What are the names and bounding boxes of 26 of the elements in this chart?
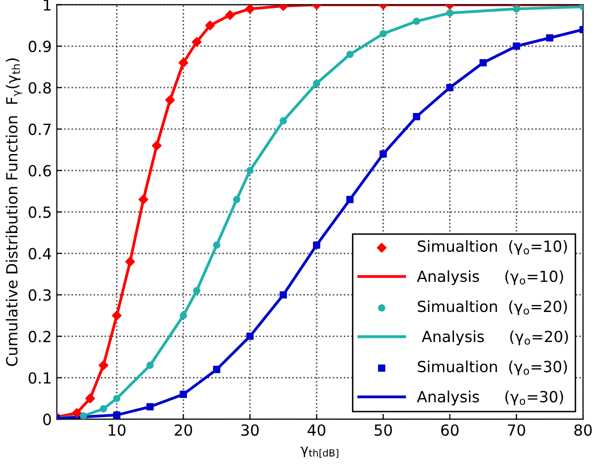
x-tick-label: 80 <box>574 424 592 436</box>
y-tick-label: 0.3 <box>28 289 51 301</box>
y-tick-label: 0.4 <box>28 248 52 260</box>
y-tick-label: 0.7 <box>28 124 51 136</box>
x-tick-label: 70 <box>508 424 526 436</box>
legend-label: Analysis (γ$_{o}$=10) <box>416 270 564 286</box>
x-tick-label: 20 <box>174 424 192 436</box>
y-axis-title: Cumulative Distribution Function F$_{γ}$(γ$_{th}$) <box>6 58 22 366</box>
legend-label: Simualtion (γ$_{o}$=30) <box>418 360 567 376</box>
y-tick-label: 0 <box>43 414 51 426</box>
x-tick-label: 30 <box>241 424 259 436</box>
legend-label: Analysis (γ$_{o}$=20) <box>422 330 568 346</box>
y-tick-label: 0.9 <box>28 40 51 52</box>
x-tick-label: 40 <box>308 424 326 436</box>
x-tick-label: 50 <box>374 424 392 436</box>
x-tick-label: 60 <box>441 424 459 436</box>
legend-label: Analysis (γ$_{o}$=30) <box>416 390 564 406</box>
y-tick-label: 0.6 <box>28 164 51 177</box>
x-axis-title: γ$_{th[dB]}$ <box>300 446 338 458</box>
y-tick-label: 0.8 <box>28 82 51 94</box>
legend-label: Simualtion (γ$_{o}$=10) <box>418 240 567 255</box>
y-tick-label: 0.5 <box>28 206 51 218</box>
y-tick-label: 0.2 <box>28 330 50 342</box>
legend-label: Simualtion (γ$_{o}$=20) <box>418 300 567 316</box>
y-tick-label: 0.1 <box>28 372 51 384</box>
x-tick-label: 10 <box>108 424 126 436</box>
